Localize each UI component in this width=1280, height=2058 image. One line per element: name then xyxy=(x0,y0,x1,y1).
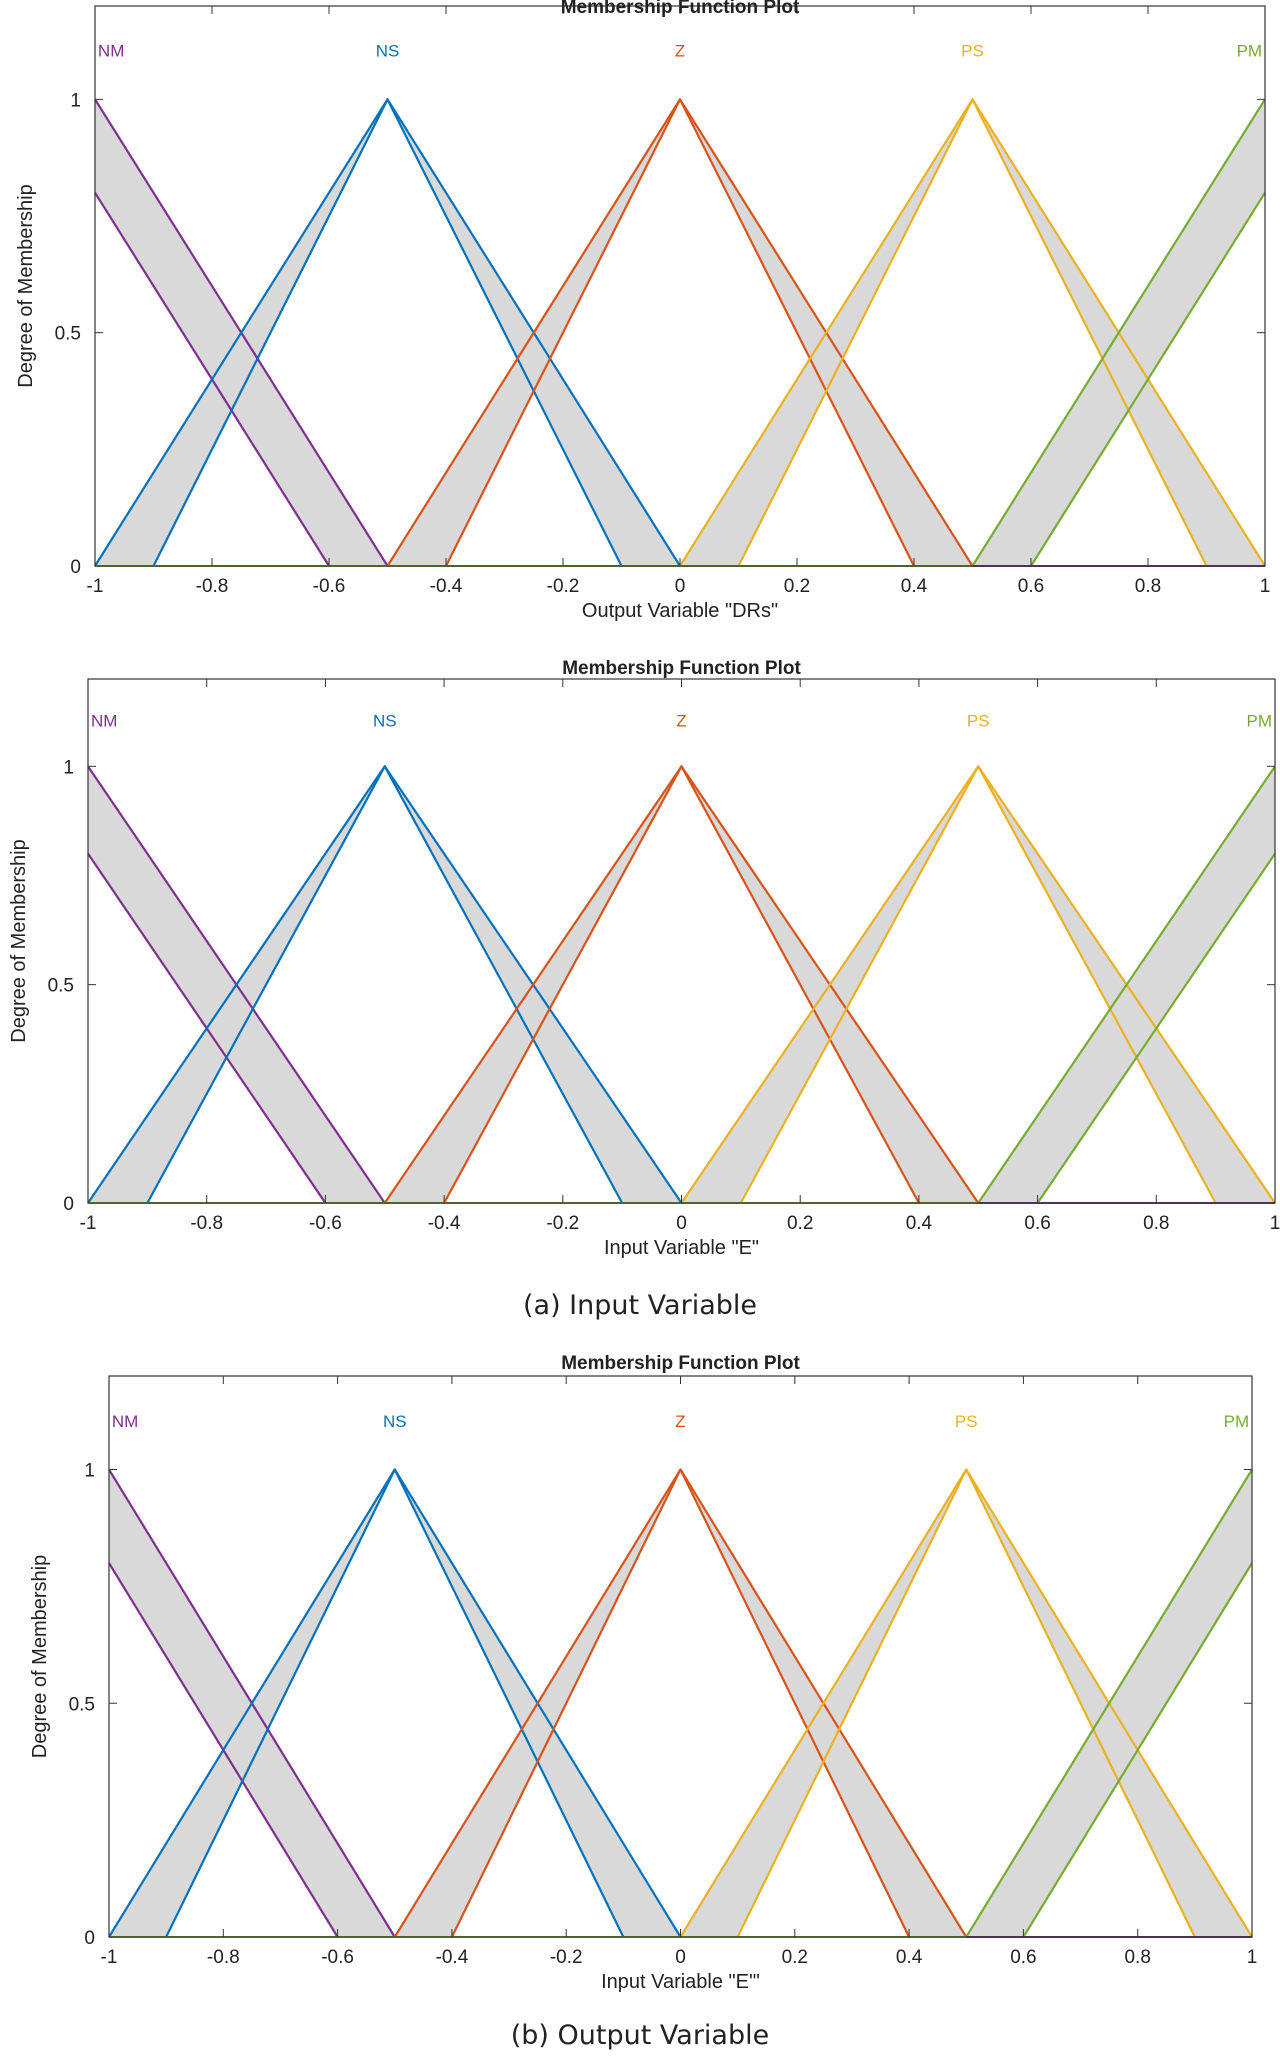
x-tick-label: 1 xyxy=(1270,1213,1280,1234)
chart-1: -1 -0.8 -0.6 -0.4 -0.2 0 0.2 0.4 0.6 0.8 1 0 0.5 1 NM N… xyxy=(15,0,1270,622)
chart-title: Membership Function Plot xyxy=(561,1353,800,1374)
mf-pm-lower xyxy=(1036,853,1276,1204)
mf-label-z: Z xyxy=(675,42,685,61)
x-tick-label: -0.4 xyxy=(428,1213,461,1234)
x-tick-label: -0.8 xyxy=(207,1947,240,1968)
x-tick-label: -0.2 xyxy=(550,1947,583,1968)
x-tick-label: 0.8 xyxy=(1124,1947,1150,1968)
x-tick-label: 1 xyxy=(1247,1947,1258,1968)
mf-z-lower xyxy=(443,765,920,1204)
mf-ns-lower xyxy=(152,98,623,567)
x-tick-label: -1 xyxy=(101,1947,118,1968)
mf-pm-upper xyxy=(977,765,1276,1204)
mf-label-z: Z xyxy=(676,712,686,731)
x-tick-label: 0 xyxy=(675,576,686,597)
y-axis-label: Degree of Membership xyxy=(8,839,30,1042)
x-tick-label: -0.4 xyxy=(430,576,463,597)
y-tick-label: 0.5 xyxy=(55,324,81,345)
x-axis-label: Output Variable "DRs" xyxy=(582,600,778,622)
mf-z-lower xyxy=(445,98,915,567)
x-tick-label: 0.6 xyxy=(1024,1213,1050,1234)
uncertainty-band-ns xyxy=(95,99,680,566)
x-tick-label: -0.6 xyxy=(309,1213,342,1234)
chart-title: Membership Function Plot xyxy=(561,0,800,18)
x-tick-label: -0.6 xyxy=(313,576,346,597)
uncertainty-band-ps xyxy=(680,1469,1252,1937)
mf-label-nm: NM xyxy=(91,712,117,731)
x-tick-label: 0.2 xyxy=(787,1213,813,1234)
uncertainty-band-z xyxy=(394,1469,967,1937)
chart-title: Membership Function Plot xyxy=(562,658,801,679)
mf-pm-upper xyxy=(971,98,1266,567)
mf-label-pm: PM xyxy=(1237,42,1263,61)
uncertainty-band-ns xyxy=(88,766,682,1203)
x-tick-label: -0.8 xyxy=(190,1213,223,1234)
mf-label-ns: NS xyxy=(373,712,397,731)
x-tick-label: 0.2 xyxy=(784,576,810,597)
x-tick-label: 0.2 xyxy=(782,1947,808,1968)
mf-label-ns: NS xyxy=(383,1412,407,1431)
y-tick-label: 0.5 xyxy=(48,976,74,997)
x-tick-label: -0.4 xyxy=(436,1947,469,1968)
mf-pm-upper xyxy=(965,1468,1253,1938)
mf-label-ps: PS xyxy=(955,1412,978,1431)
x-tick-label: 1 xyxy=(1260,576,1271,597)
uncertainty-band-z xyxy=(387,99,973,566)
x-tick-label: -0.2 xyxy=(546,1213,579,1234)
x-tick-label: 0.4 xyxy=(901,576,928,597)
x-tick-label: 0 xyxy=(676,1213,687,1234)
x-tick-label: -0.2 xyxy=(547,576,580,597)
y-axis-label: Degree of Membership xyxy=(15,184,37,387)
x-tick-label: 0.8 xyxy=(1143,1213,1169,1234)
x-tick-label: -0.8 xyxy=(196,576,229,597)
mf-label-pm: PM xyxy=(1224,1412,1250,1431)
mf-label-ps: PS xyxy=(967,712,990,731)
mf-label-pm: PM xyxy=(1247,712,1273,731)
mf-pm-lower xyxy=(1022,1562,1253,1938)
y-tick-label: 0 xyxy=(70,557,81,578)
x-tick-label: 0 xyxy=(675,1947,686,1968)
x-axis-label: Input Variable "E'" xyxy=(601,1971,760,1993)
x-tick-label: -1 xyxy=(80,1213,97,1234)
mf-label-nm: NM xyxy=(112,1412,138,1431)
chart-2: -1 -0.8 -0.6 -0.4 -0.2 0 0.2 0.4 0.6 0.8 1 0 0.5 1 NM N… xyxy=(8,658,1280,1259)
y-tick-label: 1 xyxy=(84,1461,95,1482)
uncertainty-band-z xyxy=(384,766,979,1203)
caption-input-variable: (a) Input Variable xyxy=(522,1290,757,1321)
mf-label-ns: NS xyxy=(376,42,400,61)
chart-3: -1 -0.8 -0.6 -0.4 -0.2 0 0.2 0.4 0.6 0.8 1 0 0.5 1 NM N… xyxy=(29,1353,1257,1993)
uncertainty-band-ns xyxy=(109,1469,681,1937)
mf-label-ps: PS xyxy=(961,42,984,61)
x-tick-label: 0.8 xyxy=(1135,576,1161,597)
x-tick-label: 0.6 xyxy=(1018,576,1044,597)
x-tick-label: 0.6 xyxy=(1010,1947,1036,1968)
y-tick-label: 1 xyxy=(63,757,74,778)
caption-output-variable: (b) Output Variable xyxy=(510,2020,770,2051)
y-tick-label: 0 xyxy=(84,1928,95,1949)
mf-ns-lower xyxy=(146,765,624,1204)
mf-ns-lower xyxy=(165,1468,625,1938)
mf-z-lower xyxy=(450,1468,911,1938)
y-axis-label: Degree of Membership xyxy=(29,1555,51,1758)
y-tick-label: 0 xyxy=(63,1194,74,1215)
x-tick-label: -0.6 xyxy=(321,1947,354,1968)
uncertainty-band-ps xyxy=(680,99,1265,566)
mf-pm-lower xyxy=(1030,192,1266,567)
uncertainty-band-ps xyxy=(681,766,1275,1203)
y-tick-label: 1 xyxy=(70,90,81,111)
mf-label-nm: NM xyxy=(98,42,124,61)
y-tick-label: 0.5 xyxy=(69,1694,95,1715)
mf-label-z: Z xyxy=(675,1412,685,1431)
x-tick-label: 0.4 xyxy=(906,1213,933,1234)
x-tick-label: -1 xyxy=(87,576,104,597)
x-axis-label: Input Variable "E" xyxy=(604,1237,759,1259)
x-tick-label: 0.4 xyxy=(896,1947,923,1968)
